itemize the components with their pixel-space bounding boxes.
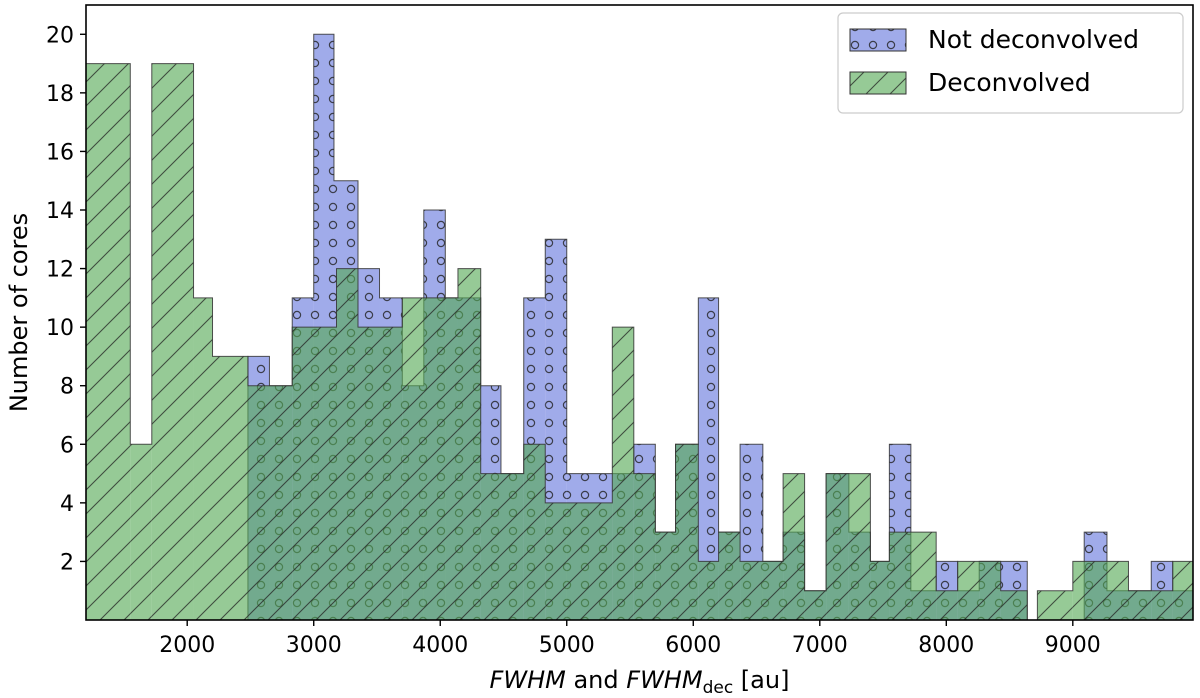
y-tick-label-8: 18 (46, 82, 74, 107)
y-tick-label-9: 20 (46, 23, 74, 48)
legend: Not deconvolved Deconvolved (837, 12, 1184, 114)
bar-hatch-1-0 (86, 63, 108, 621)
bar-hatch-1-14 (545, 502, 590, 620)
bar-hatch-1-17 (633, 473, 656, 620)
bar-hatch-1-6 (247, 385, 293, 620)
bar-hatch-1-25 (826, 473, 849, 620)
series-outline-1 (85, 63, 1194, 620)
bar-hatch-1-12 (480, 473, 524, 620)
series-layer (85, 33, 1194, 621)
bar-hatch-1-35 (1037, 590, 1073, 620)
y-tick-label-5: 12 (46, 258, 74, 283)
bar-hatch-1-22 (740, 561, 784, 620)
bar-hatch-1-11 (457, 268, 481, 620)
bar-hatch-1-15 (589, 502, 613, 620)
legend-label-0: Not deconvolved (928, 25, 1139, 54)
x-axis-label-part-3: dec (703, 678, 734, 698)
legend-swatch-hatch-0 (849, 28, 907, 52)
bar-hatch-1-5 (212, 356, 248, 620)
bar-hatch-1-39 (1151, 590, 1173, 620)
x-tick-label-3: 5000 (539, 633, 595, 658)
x-axis-label-part-2: FWHM (626, 666, 703, 694)
series-1 (85, 63, 1194, 621)
bar-hatch-0-19 (698, 297, 719, 620)
bar-hatch-1-9 (358, 327, 403, 620)
bar-hatch-1-38 (1128, 590, 1152, 620)
bar-hatch-1-27 (870, 561, 890, 620)
bar-hatch-1-2 (130, 444, 152, 620)
y-tick-label-2: 6 (60, 433, 74, 458)
x-axis-label-part-0: FWHM (490, 666, 567, 694)
x-tick-label-6: 8000 (918, 633, 974, 658)
bar-hatch-1-3 (151, 63, 194, 621)
x-axis-label-part-1: and (566, 666, 626, 694)
bar-hatch-1-29 (910, 532, 937, 620)
bar-hatch-1-19 (675, 444, 699, 620)
y-tick-label-0: 2 (60, 550, 74, 575)
bar-hatch-1-18 (655, 532, 676, 620)
bar-hatch-1-28 (889, 532, 911, 620)
x-tick-label-0: 2000 (159, 633, 215, 658)
plot-frame (85, 4, 1194, 621)
bar-hatch-1-36 (1072, 561, 1107, 620)
bar-hatch-1-37 (1106, 561, 1129, 620)
y-tick-label-4: 10 (46, 316, 74, 341)
bar-hatch-1-16 (612, 327, 634, 620)
legend-box (837, 12, 1184, 114)
legend-label-1: Deconvolved (928, 68, 1091, 97)
bar-hatch-1-7 (292, 327, 337, 620)
bar-hatch-1-33 (1000, 590, 1028, 620)
bar-hatch-1-4 (193, 297, 213, 620)
x-axis-label: FWHM and FWHMdec [au] (490, 666, 790, 698)
y-axis-label: Number of cores (5, 213, 33, 412)
bar-hatch-1-31 (957, 561, 980, 620)
x-tick-label-5: 7000 (792, 633, 848, 658)
x-axis-label-part-4: [au] (733, 666, 789, 694)
bar-hatch-1-30 (936, 590, 958, 620)
y-tick-label-1: 4 (60, 492, 74, 517)
bar-hatch-1-21 (718, 532, 741, 620)
x-tick-label-4: 6000 (665, 633, 721, 658)
bar-hatch-1-20 (698, 561, 719, 620)
bar-hatch-1-8 (336, 268, 359, 620)
bar-hatch-1-26 (848, 473, 871, 620)
x-tick-label-7: 9000 (1045, 633, 1101, 658)
x-tick-label-1: 3000 (286, 633, 342, 658)
bar-hatch-1-10 (402, 297, 458, 620)
bar-hatch-1-32 (979, 561, 1001, 620)
bar-hatch-1-1 (107, 63, 131, 621)
legend-swatch-hatch-1 (849, 71, 907, 95)
y-tick-label-3: 8 (60, 375, 74, 400)
bar-hatch-1-23 (783, 473, 805, 620)
x-tick-label-2: 4000 (412, 633, 468, 658)
axes: 2000 3000 4000 5000 6000 7000 8000 9000 2 4 6 8 10 12… (5, 4, 1194, 698)
y-tick-label-7: 16 (46, 140, 74, 165)
bar-hatch-1-24 (804, 590, 827, 620)
bar-hatch-1-40 (1172, 561, 1193, 620)
bar-hatch-1-13 (523, 444, 546, 620)
y-tick-label-6: 14 (46, 199, 74, 224)
